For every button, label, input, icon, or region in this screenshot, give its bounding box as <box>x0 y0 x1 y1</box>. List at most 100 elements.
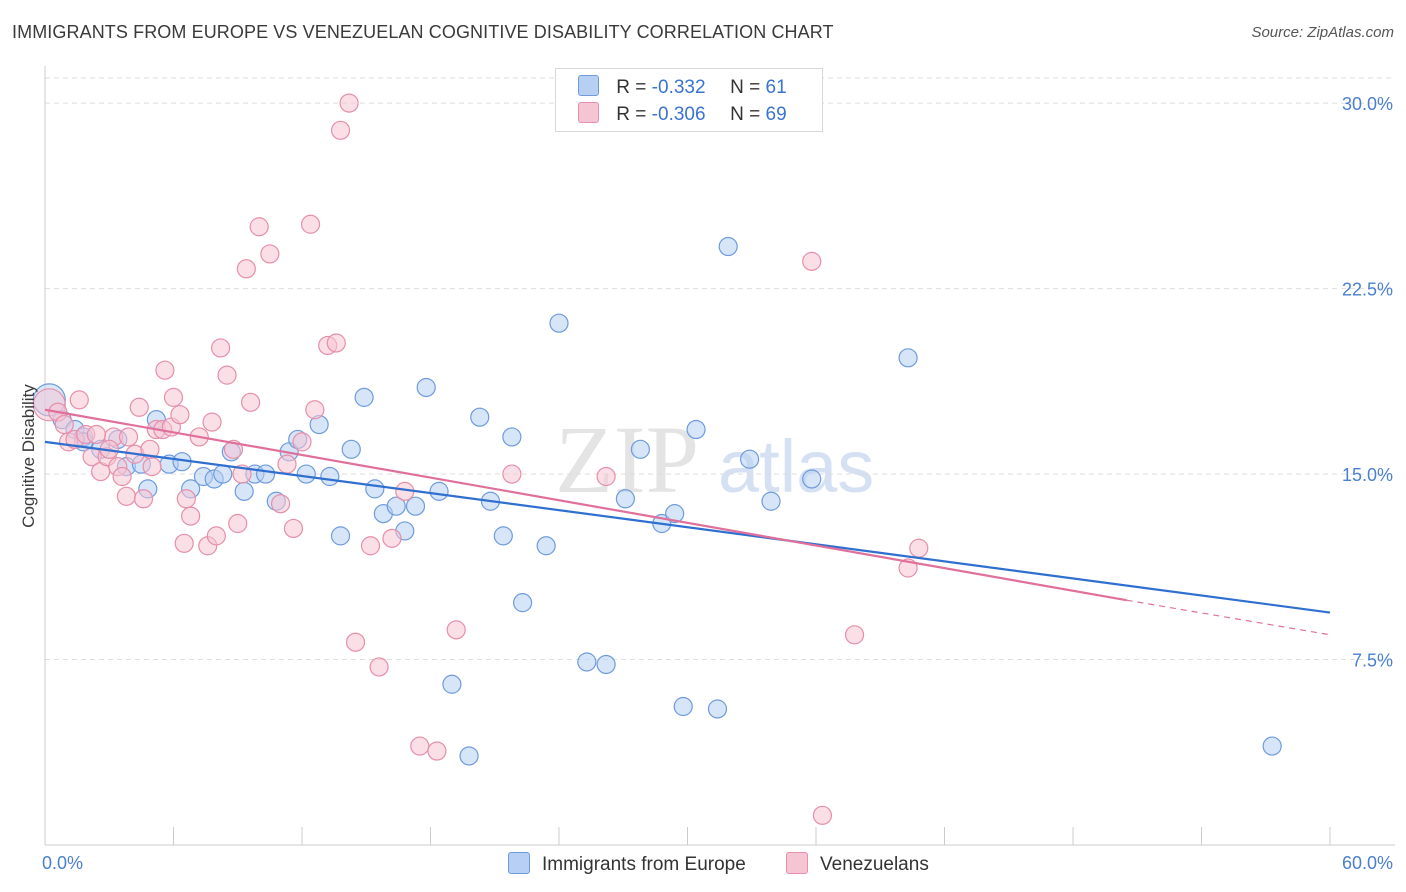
series-legend: Immigrants from Europe Venezuelans <box>0 852 1406 878</box>
data-point <box>405 496 426 516</box>
data-point <box>330 526 351 546</box>
data-point <box>236 259 256 279</box>
data-point <box>174 533 194 553</box>
data-point <box>577 652 597 672</box>
data-point <box>69 390 89 410</box>
legend-label-europe: Immigrants from Europe <box>542 854 746 875</box>
data-point <box>241 392 261 412</box>
legend-item-venezuelans[interactable]: Venezuelans <box>786 852 929 876</box>
data-point <box>459 746 479 766</box>
data-point <box>740 449 760 469</box>
data-point <box>305 400 325 420</box>
data-point <box>812 805 833 825</box>
data-point <box>155 360 175 380</box>
legend-row-europe: R = -0.332 N = 61 <box>578 75 787 101</box>
stats-legend: R = -0.332 N = 61 R = -0.306 N = 69 <box>555 68 823 132</box>
legend-swatch-pink <box>578 102 599 123</box>
data-point <box>844 625 865 645</box>
data-point <box>163 387 184 407</box>
data-point <box>707 699 728 719</box>
legend-r-value: -0.332 <box>651 77 706 98</box>
data-point <box>326 333 346 353</box>
data-point <box>283 518 304 539</box>
y-tick-label: 15.0% <box>1342 465 1393 485</box>
legend-label-venezuelans: Venezuelans <box>820 854 929 875</box>
data-point <box>270 494 291 514</box>
legend-r-value: -0.306 <box>651 104 706 125</box>
x-tick-label: 0.0% <box>42 853 83 873</box>
tick-labels: 7.5% 15.0% 22.5% 30.0% 0.0% 60.0% <box>42 94 1393 873</box>
data-point <box>369 657 389 677</box>
y-tick-label: 22.5% <box>1342 280 1393 300</box>
series-venezuelans <box>32 93 929 825</box>
source-label: Source: ZipAtlas.com <box>1251 24 1394 41</box>
data-point <box>142 457 162 477</box>
trend-line-europe <box>44 440 1331 614</box>
trend-lines <box>44 408 1331 636</box>
data-point <box>181 506 201 526</box>
data-point <box>176 489 196 509</box>
data-point <box>228 513 248 534</box>
data-point <box>213 464 233 484</box>
data-point <box>493 526 513 546</box>
data-point <box>116 486 136 506</box>
y-tick-label: 7.5% <box>1352 651 1393 671</box>
data-point <box>354 387 374 407</box>
trend-line-venezuelans-extension <box>1126 599 1331 636</box>
data-point <box>761 491 781 511</box>
data-point <box>217 365 237 385</box>
trend-line-venezuelans <box>44 408 1127 602</box>
legend-n-value: 69 <box>765 104 787 125</box>
watermark: ZIP atlas <box>555 406 874 513</box>
legend-swatch-blue <box>578 75 599 96</box>
data-point <box>249 217 269 237</box>
data-point <box>1262 736 1282 756</box>
legend-n-label: N = <box>730 104 761 125</box>
data-point <box>330 120 351 140</box>
watermark-atlas: atlas <box>718 425 874 508</box>
data-point <box>802 469 822 489</box>
data-point <box>427 741 447 761</box>
data-point <box>909 538 929 558</box>
legend-row-venezuelans: R = -0.306 N = 69 <box>578 102 787 128</box>
data-point <box>341 439 361 459</box>
data-point <box>277 454 297 474</box>
data-point <box>410 736 430 756</box>
data-point <box>802 251 822 271</box>
legend-r-label: R = <box>616 104 647 125</box>
data-point <box>386 496 406 516</box>
data-point <box>345 632 366 652</box>
data-point <box>211 338 231 358</box>
data-point <box>86 424 107 445</box>
data-point <box>718 236 738 257</box>
data-point <box>129 397 149 417</box>
data-point <box>140 439 160 459</box>
legend-n-label: N = <box>730 77 761 98</box>
data-point <box>630 439 650 459</box>
legend-item-europe[interactable]: Immigrants from Europe <box>508 852 746 876</box>
data-point <box>292 432 312 452</box>
data-point <box>549 313 569 333</box>
data-point <box>260 244 280 264</box>
data-point <box>470 407 490 427</box>
data-point <box>429 481 449 501</box>
data-point <box>360 536 381 556</box>
data-point <box>202 412 222 432</box>
data-point <box>133 489 154 509</box>
data-point <box>502 427 522 447</box>
data-point <box>665 504 685 524</box>
data-point <box>512 593 533 613</box>
data-point <box>320 466 340 487</box>
grid-lines <box>45 77 1395 661</box>
axes <box>44 66 1395 846</box>
data-point <box>54 414 74 435</box>
legend-swatch-pink <box>786 852 808 874</box>
data-point <box>615 489 635 509</box>
legend-swatch-blue <box>508 852 530 874</box>
data-point <box>339 93 359 113</box>
data-point <box>112 466 132 487</box>
data-point <box>118 427 139 447</box>
data-point <box>686 419 706 440</box>
data-point <box>596 654 616 675</box>
